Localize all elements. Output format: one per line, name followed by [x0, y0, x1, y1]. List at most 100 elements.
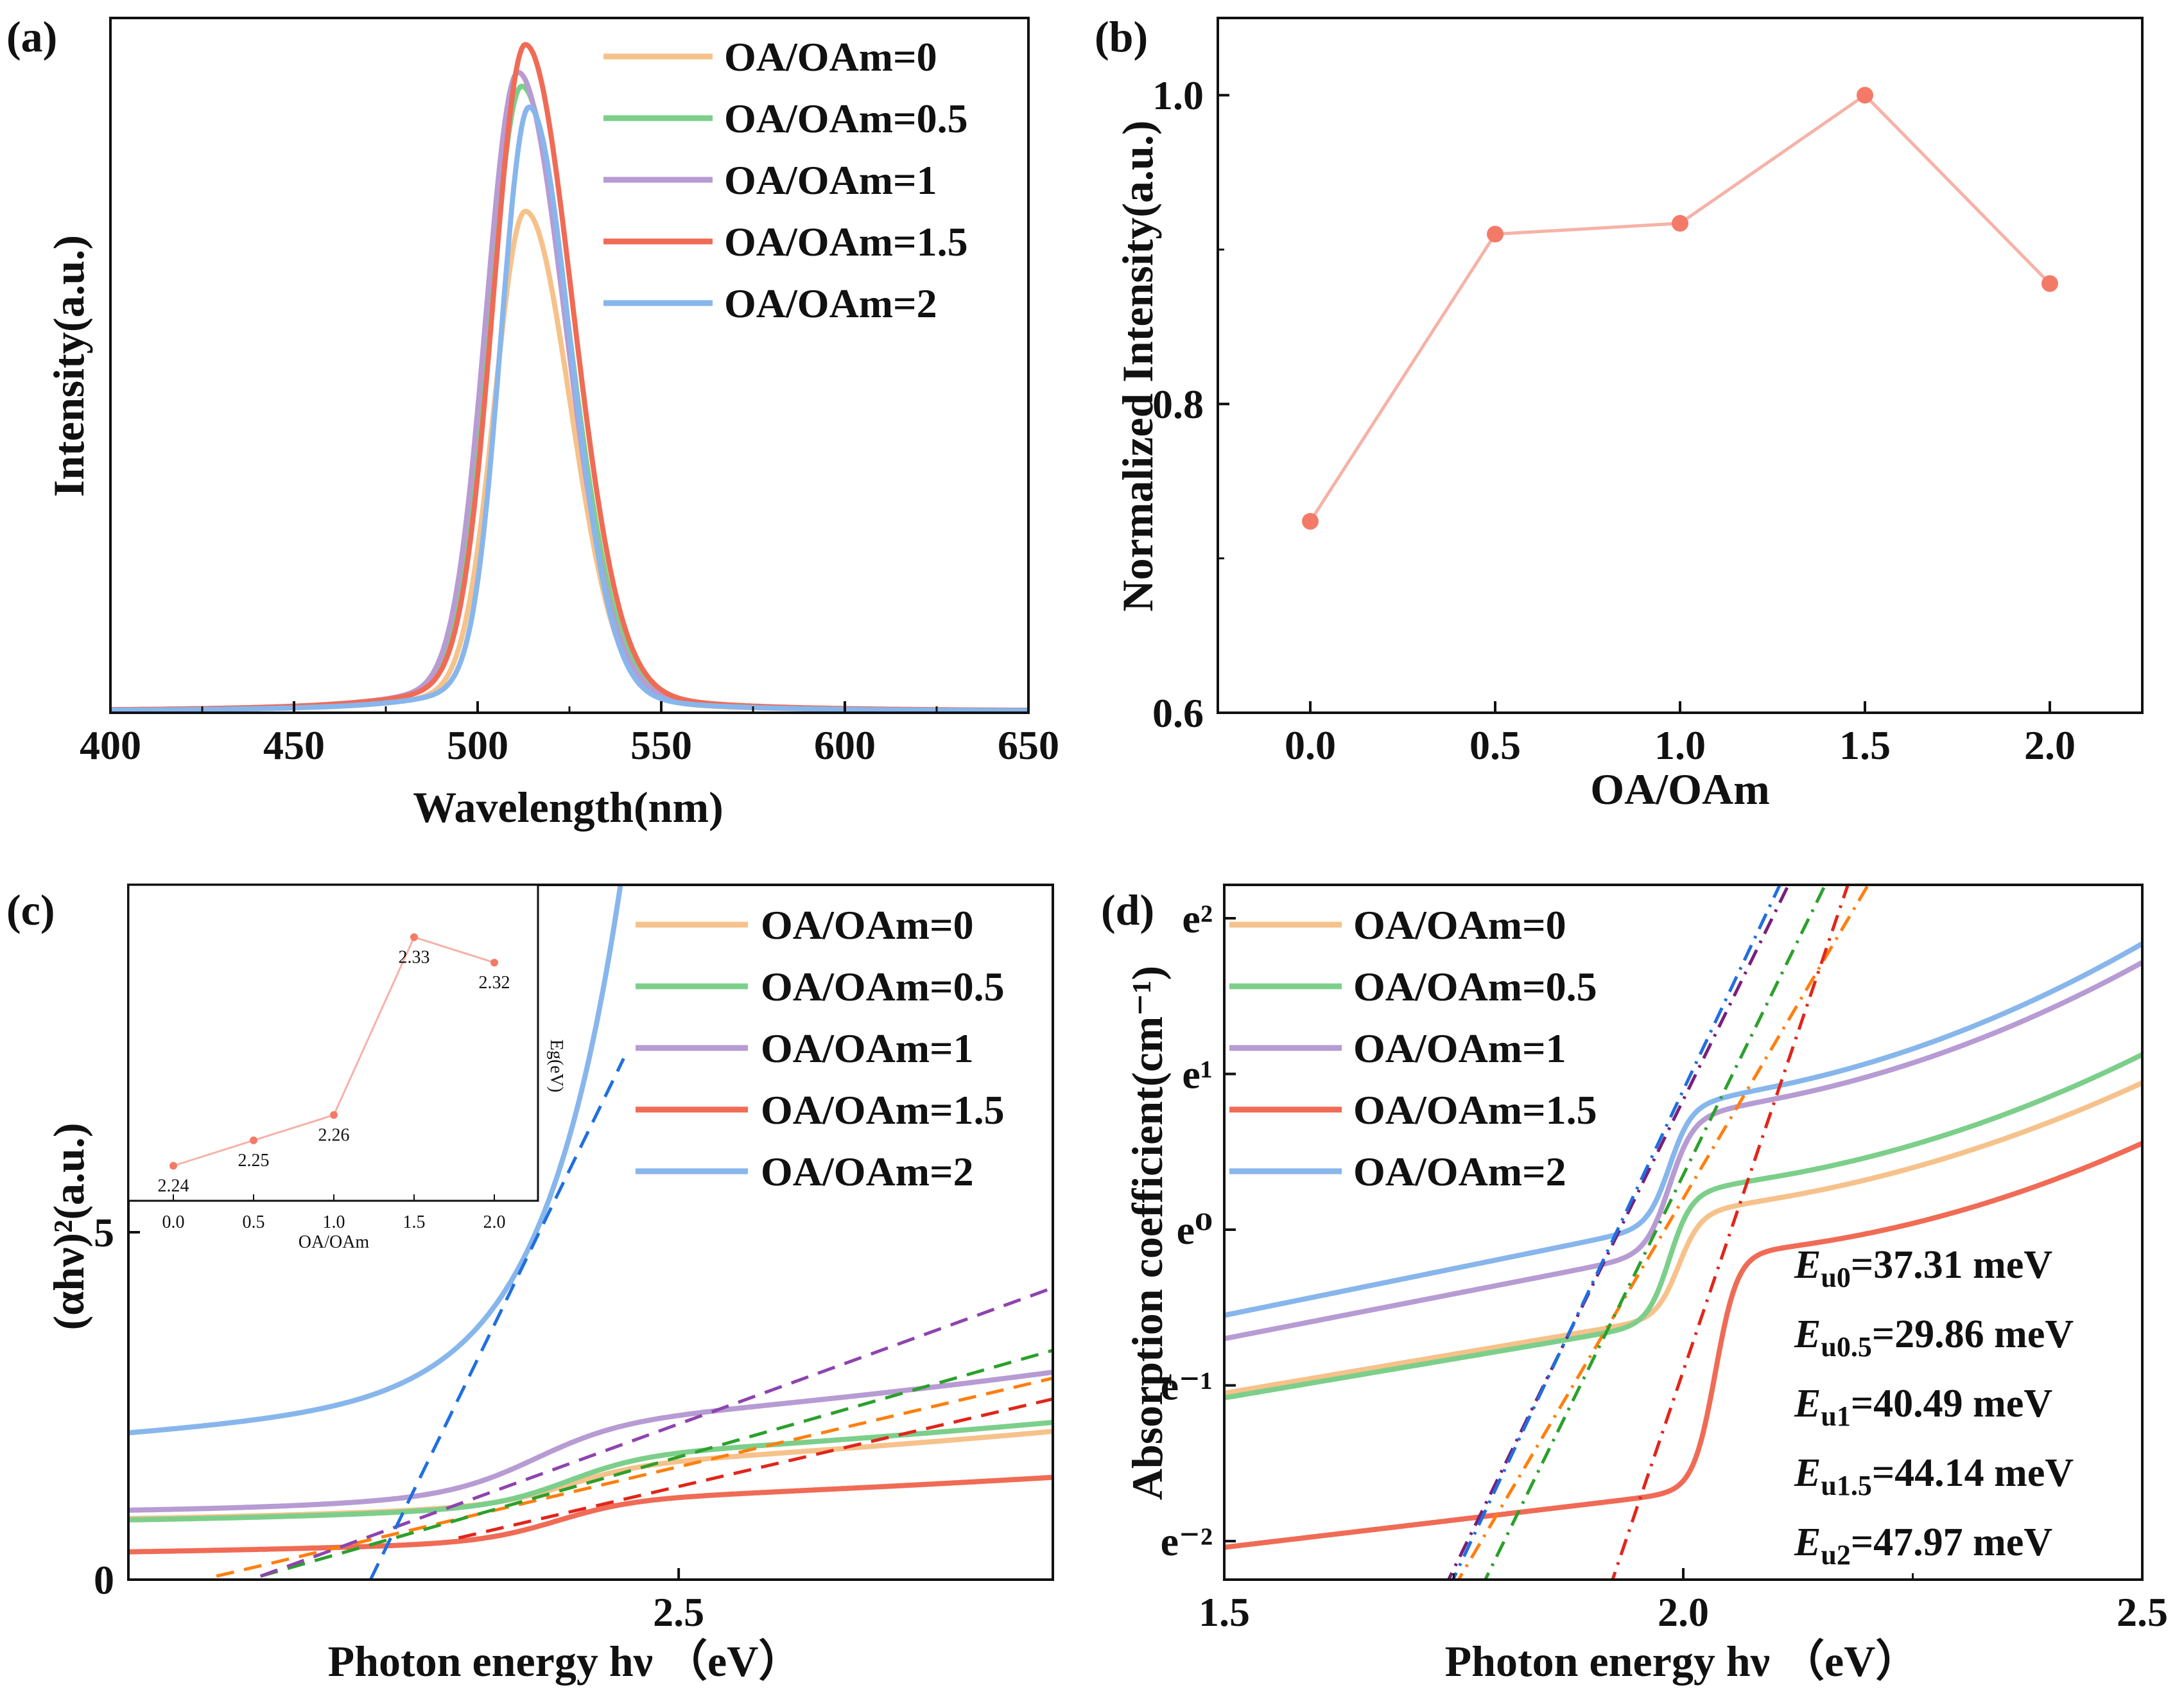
eg-value-label: 2.33: [399, 948, 430, 968]
absorption-curve-4: [1224, 941, 2142, 1318]
legend-label: OA/OAm=0.5: [724, 96, 968, 141]
urbach-fit-4: [1451, 885, 1782, 1580]
eg-value-label: 2.24: [158, 1176, 189, 1196]
urbach-fit-2: [1446, 885, 1790, 1580]
plot-a-ylabel: Intensity(a.u.): [44, 235, 93, 497]
eg-value-label: 2.32: [479, 973, 510, 993]
plot-c-ticks: 2.5 0 5: [94, 1210, 704, 1635]
panel-b-label: (b): [1095, 12, 1148, 61]
tangent-line-4: [368, 1058, 625, 1580]
x-tick-label: 2.0: [1658, 1589, 1709, 1635]
x-tick-label: 1.0: [1654, 722, 1706, 768]
bandgap-inset: 2.24 2.25 2.26 2.33 2.32 0.0 0.5 1.0 1.5 2.0 OA/O…: [127, 884, 566, 1252]
absorption-curve-0: [1224, 1080, 2142, 1396]
tauc-curve-3: [128, 1474, 1053, 1555]
tangent-line-3: [458, 1397, 1053, 1540]
pl-spectra: [109, 42, 1030, 713]
inset-ylabel: Eg(eV): [546, 1040, 566, 1092]
eg-point-3: [410, 933, 418, 941]
urbach-energy-label: Eu1.5=44.14 meV: [1794, 1451, 2074, 1501]
urbach-energy-label: Eu0=37.31 meV: [1794, 1243, 2052, 1293]
legend-label: OA/OAm=1.5: [724, 219, 968, 265]
urbach-value: =44.14 meV: [1872, 1451, 2074, 1495]
y-tick-label: e¹: [1182, 1052, 1213, 1097]
plot-d-ticks: 1.5 2.0 2.5 e⁻² e⁻¹ e⁰ e¹ e²: [1161, 896, 2168, 1635]
legend-label: OA/OAm=1: [724, 157, 937, 203]
inset-x-tick-label: 1.0: [323, 1212, 345, 1232]
panel-b-normalized-intensity: (b) 0.0 0.5 1.0 1.5 2.0 0.6 0.8 1.0 OA/OAm Norm…: [1095, 12, 2144, 814]
x-tick-label: 550: [630, 722, 692, 768]
urbach-symbol: E: [1794, 1451, 1821, 1495]
plot-a-xlabel: Wavelength(nm): [413, 783, 724, 832]
y-tick-label: 1.0: [1152, 73, 1204, 118]
y-tick-label: e⁻²: [1161, 1519, 1213, 1564]
x-tick-label: 2.5: [653, 1589, 704, 1635]
pl-curve-4: [109, 104, 1030, 713]
urbach-subscript: u2: [1821, 1539, 1850, 1571]
urbach-energies: Eu0=37.31 meV Eu0.5=29.86 meV Eu1=40.49 me…: [1794, 1243, 2074, 1571]
inset-frame: [127, 884, 539, 1202]
legend-label: OA/OAm=0.5: [1353, 964, 1597, 1009]
absorption-curves: [1224, 885, 2142, 1580]
x-tick-label: 0.5: [1469, 722, 1521, 768]
plot-c-legend: OA/OAm=0 OA/OAm=0.5 OA/OAm=1 OA/OAm=1.5 OA/O…: [636, 902, 1005, 1194]
plot-b-ylabel: Normalized Intensity(a.u.): [1113, 121, 1162, 612]
inset-x-tick-label: 0.5: [243, 1212, 265, 1232]
intensity-point-4: [2041, 275, 2058, 292]
inset-xlabel: OA/OAm: [299, 1232, 370, 1252]
tangent-line-1: [260, 1348, 1053, 1578]
absorption-curve-2: [1224, 960, 2142, 1341]
urbach-value: =47.97 meV: [1851, 1521, 2052, 1564]
pl-curve-3: [109, 42, 1030, 713]
legend-label: OA/OAm=1: [1353, 1025, 1566, 1071]
plot-a-legend: OA/OAm=0 OA/OAm=0.5 OA/OAm=1 OA/OAm=1.5 OA/O…: [603, 34, 968, 326]
urbach-value: =37.31 meV: [1851, 1243, 2052, 1287]
urbach-symbol: E: [1794, 1521, 1821, 1564]
intensity-line: [1308, 92, 2051, 523]
legend-label: OA/OAm=0: [761, 902, 974, 948]
tauc-curve-2: [128, 1369, 1053, 1513]
plot-d-xlabel: Photon energy hν （eV）: [1445, 1637, 1920, 1686]
panel-d-urbach: (d) 1.5 2.0 2.5 e⁻² e⁻¹ e⁰ e¹ e² Photon energy …: [1101, 884, 2168, 1686]
y-tick-label: e⁰: [1177, 1207, 1213, 1253]
urbach-symbol: E: [1794, 1313, 1821, 1356]
x-tick-label: 0.0: [1285, 722, 1336, 768]
y-tick-label: 0.6: [1152, 690, 1204, 736]
eg-point-0: [169, 1162, 177, 1170]
urbach-value: =29.86 meV: [1872, 1313, 2074, 1356]
eg-point-2: [330, 1111, 338, 1119]
tauc-clipped: [128, 885, 1053, 1580]
inset-x-tick-label: 1.5: [403, 1212, 426, 1232]
plot-a-x-ticks: 400 450 500 550 600 650: [80, 701, 1059, 768]
urbach-subscript: u0: [1821, 1262, 1850, 1293]
urbach-energy-label: Eu2=47.97 meV: [1794, 1521, 2052, 1571]
legend-label: OA/OAm=1: [761, 1025, 974, 1071]
panel-a-photoluminescence: (a) 400 450 500 550 600 650 Wavelength(nm) In…: [6, 12, 1059, 832]
x-tick-label: 650: [998, 722, 1059, 768]
intensity-point-2: [1672, 214, 1688, 232]
tauc-curve-4: [128, 885, 623, 1436]
urbach-energy-label: Eu1=40.49 meV: [1794, 1382, 2052, 1432]
legend-label: OA/OAm=2: [761, 1149, 974, 1194]
inset-x-tick-label: 2.0: [483, 1212, 506, 1232]
y-tick-label: e²: [1182, 896, 1213, 941]
y-tick-label: 0: [94, 1557, 114, 1603]
legend-label: OA/OAm=0: [1353, 902, 1566, 948]
intensity-point-3: [1857, 87, 1873, 104]
urbach-energy-label: Eu0.5=29.86 meV: [1794, 1313, 2074, 1363]
plot-d-ylabel: Absorption coefficient(cm⁻¹): [1123, 966, 1172, 1500]
panel-a-label: (a): [6, 12, 57, 61]
x-tick-label: 450: [263, 722, 325, 768]
legend-label: OA/OAm=0.5: [761, 964, 1005, 1009]
eg-value-label: 2.26: [318, 1125, 350, 1145]
urbach-symbol: E: [1794, 1382, 1821, 1426]
plot-b-frame: [1217, 17, 2144, 714]
legend-label: OA/OAm=2: [724, 281, 937, 326]
inset-x-tick-label: 0.0: [162, 1212, 185, 1232]
x-tick-label: 2.5: [2117, 1589, 2168, 1635]
y-tick-label: 0.8: [1152, 381, 1204, 427]
tauc-curves: [128, 885, 1053, 1580]
urbach-subscript: u1.5: [1821, 1470, 1871, 1501]
eg-point-4: [490, 959, 498, 967]
x-tick-label: 1.5: [1199, 1589, 1250, 1635]
